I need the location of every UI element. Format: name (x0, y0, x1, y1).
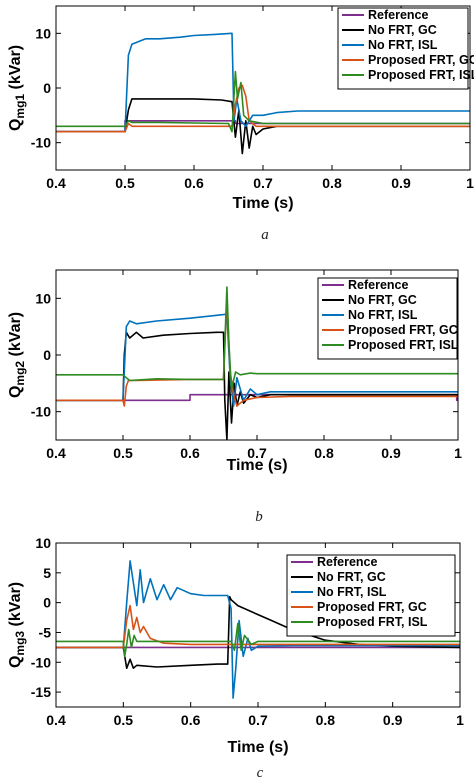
series-line-proposed-frt-isl (56, 286, 458, 390)
x-tick-label: 1 (456, 712, 464, 728)
legend-entry: Reference (368, 8, 428, 22)
legend-entry: Proposed FRT, GC (368, 53, 474, 67)
y-tick-label: -15 (31, 684, 51, 700)
legend-entry: No FRT, GC (317, 570, 386, 584)
legend-entry: Proposed FRT, ISL (348, 338, 459, 352)
legend-entry: Reference (317, 555, 377, 569)
y-tick-label: -5 (39, 624, 52, 640)
legend-entry: Reference (348, 278, 408, 292)
series-line-no-frt-isl (56, 32, 470, 133)
x-tick-label: 0.6 (181, 712, 201, 728)
x-tick-label: 0.4 (46, 445, 66, 461)
x-axis-label: Time (s) (227, 739, 288, 756)
x-tick-label: 0.9 (383, 712, 403, 728)
series-line-no-frt-gc (56, 331, 458, 440)
series-line-proposed-frt-gc (56, 84, 470, 133)
x-tick-label: 0.7 (247, 445, 267, 461)
legend-entry: Proposed FRT, GC (317, 600, 427, 614)
x-tick-label: 0.4 (46, 175, 66, 191)
y-tick-label: -10 (31, 404, 51, 420)
x-tick-label: 0.8 (314, 445, 334, 461)
series-group (56, 286, 458, 440)
x-axis-label: Time (s) (226, 457, 287, 474)
series-line-no-frt-gc (56, 595, 460, 670)
x-tick-label: 0.8 (322, 175, 342, 191)
x-tick-label: 1 (466, 175, 474, 191)
legend-entry: No FRT, ISL (348, 308, 418, 322)
legend-entry: No FRT, GC (348, 293, 417, 307)
x-tick-label: 0.7 (248, 712, 268, 728)
x-tick-label: 1 (454, 445, 462, 461)
panel-caption: c (257, 765, 264, 781)
y-axis-label: Qmg2 (kVar) (7, 312, 27, 398)
legend-entry: No FRT, GC (368, 23, 437, 37)
legend-entry: Proposed FRT, ISL (317, 615, 428, 629)
x-tick-label: 0.4 (46, 712, 66, 728)
legend-entry: Proposed FRT, ISL (368, 68, 474, 82)
legend-box (286, 554, 456, 637)
x-tick-label: 0.7 (253, 175, 273, 191)
x-tick-label: 0.8 (316, 712, 336, 728)
y-tick-label: -10 (31, 135, 51, 151)
legend-entry: No FRT, ISL (368, 38, 438, 52)
y-tick-label: 10 (35, 535, 51, 551)
y-tick-label: -10 (31, 654, 51, 670)
x-tick-label: 0.9 (391, 175, 411, 191)
y-tick-label: 5 (43, 565, 51, 581)
x-tick-label: 0.5 (113, 445, 133, 461)
y-axis-label: Qmg3 (kVar) (7, 582, 27, 668)
series-line-proposed-frt-isl (56, 622, 460, 658)
y-tick-label: 0 (43, 595, 51, 611)
y-tick-label: 0 (43, 80, 51, 96)
series-line-proposed-frt-isl (56, 70, 470, 133)
x-tick-label: 0.9 (381, 445, 401, 461)
panel-c: 0.4 0.5 0.6 0.7 0.8 0.9 1 -15 -10 -5 0 5 10 Time (s) Q… (7, 535, 464, 781)
x-axis-label: Time (s) (232, 195, 293, 212)
x-tick-label: 0.5 (114, 712, 134, 728)
series-group (56, 560, 460, 699)
y-axis-label: Qmg1 (kVar) (7, 45, 27, 131)
x-tick-label: 0.6 (184, 175, 204, 191)
legend-entry: No FRT, ISL (317, 585, 387, 599)
legend-entry: Proposed FRT, GC (348, 323, 458, 337)
series-line-no-frt-isl (56, 560, 460, 699)
y-tick-label: 10 (35, 25, 51, 41)
series-group (56, 32, 470, 155)
y-tick-label: 10 (35, 290, 51, 306)
x-tick-label: 0.6 (180, 445, 200, 461)
panel-caption: a (261, 227, 269, 243)
y-tick-label: 0 (43, 347, 51, 363)
panel-b: 0.4 0.5 0.6 0.7 0.8 0.9 1 -10 0 10 Time (s) Qmg2 (k… (7, 269, 462, 525)
x-tick-label: 0.5 (115, 175, 135, 191)
panel-caption: b (255, 509, 263, 525)
panel-a: 0.4 0.5 0.6 0.7 0.8 0.9 1 -10 0 10 Time (s) Qmg1 (k… (7, 5, 474, 243)
